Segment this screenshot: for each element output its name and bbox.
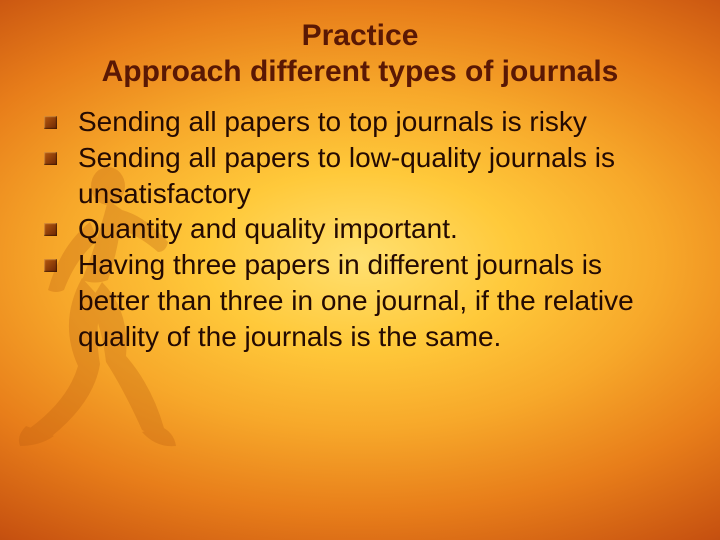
title-line-1: Practice: [40, 18, 680, 54]
list-item: Having three papers in different journal…: [66, 247, 680, 354]
slide-title: Practice Approach different types of jou…: [40, 18, 680, 90]
list-item: Sending all papers to low-quality journa…: [66, 140, 680, 212]
bullet-list: Sending all papers to top journals is ri…: [40, 104, 680, 355]
bullet-text: Sending all papers to top journals is ri…: [78, 106, 587, 137]
bullet-text: Quantity and quality important.: [78, 213, 458, 244]
slide: Practice Approach different types of jou…: [0, 0, 720, 540]
list-item: Quantity and quality important.: [66, 211, 680, 247]
bullet-text: Having three papers in different journal…: [78, 249, 634, 352]
list-item: Sending all papers to top journals is ri…: [66, 104, 680, 140]
bullet-text: Sending all papers to low-quality journa…: [78, 142, 615, 209]
title-line-2: Approach different types of journals: [40, 54, 680, 90]
